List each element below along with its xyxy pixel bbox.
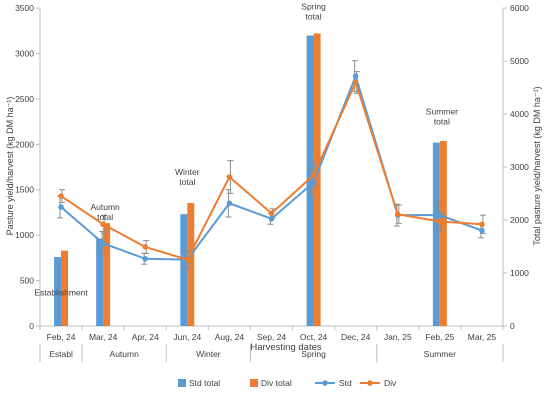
bar-div-total bbox=[103, 223, 111, 326]
y-right-tick-label: 3000 bbox=[510, 162, 529, 172]
bar-div-total bbox=[61, 250, 69, 326]
point-div bbox=[268, 210, 275, 217]
x-tick-label: Oct, 24 bbox=[300, 332, 328, 342]
legend-swatch-std-total bbox=[178, 379, 186, 387]
x-tick-label: Jun, 24 bbox=[173, 332, 201, 342]
y-axis-right-title: Total pasture yield/harvest (kg DM ha⁻¹) bbox=[532, 86, 542, 245]
bar-std-total bbox=[306, 35, 314, 327]
bar-div-total bbox=[313, 33, 321, 326]
season-label: Spring bbox=[301, 349, 326, 359]
x-tick-label: Jan, 25 bbox=[384, 332, 412, 342]
x-tick-label: Feb, 25 bbox=[425, 332, 454, 342]
x-tick-label: Apr, 24 bbox=[132, 332, 159, 342]
annotation-label: Winter bbox=[175, 167, 200, 177]
axes-group: 0 500 1000 1500 2000 2500 3000 3500 0 1000 2000 300… bbox=[15, 3, 529, 362]
legend-label: Std total bbox=[189, 378, 220, 388]
bar-std-total bbox=[432, 142, 440, 326]
y-right-tick-label: 4000 bbox=[510, 109, 529, 119]
point-std bbox=[437, 212, 443, 218]
y-left-tick-label: 2000 bbox=[15, 139, 34, 149]
bar-div-total bbox=[187, 203, 195, 326]
annotation-label: Summer bbox=[426, 107, 458, 117]
point-div bbox=[184, 256, 191, 263]
annotation-label: Establishment bbox=[34, 287, 88, 297]
point-div bbox=[437, 218, 443, 225]
y-left-tick-label: 1000 bbox=[15, 230, 34, 240]
annotation-label: Autumn bbox=[90, 202, 120, 212]
point-div bbox=[226, 174, 233, 180]
legend-swatch-div-total bbox=[250, 379, 258, 387]
y-left-tick-label: 500 bbox=[20, 276, 34, 286]
point-div bbox=[58, 193, 64, 199]
legend-marker-std bbox=[322, 380, 328, 386]
annotation-label: total bbox=[97, 212, 113, 222]
y-left-tick-label: 1500 bbox=[15, 185, 34, 195]
x-tick-label: Dec, 24 bbox=[341, 332, 371, 342]
bar-std-total bbox=[54, 257, 62, 326]
annotation-label: total bbox=[179, 177, 195, 187]
x-tick-label: Mar, 25 bbox=[468, 332, 497, 342]
x-axis-title: Harvesting dates bbox=[250, 342, 322, 353]
x-tick-label: Sep, 24 bbox=[257, 332, 287, 342]
point-std bbox=[310, 179, 317, 186]
legend: Std total Div total Std Div bbox=[178, 378, 397, 388]
point-div bbox=[352, 79, 359, 86]
annotations-group: EstablishmentAutumntotalWintertotalSprin… bbox=[34, 2, 458, 298]
y-left-tick-label: 2500 bbox=[15, 94, 34, 104]
season-label: Winter bbox=[196, 349, 221, 359]
season-label: Summer bbox=[424, 349, 456, 359]
point-std bbox=[268, 215, 275, 222]
point-std bbox=[100, 240, 106, 247]
bars-group bbox=[54, 33, 447, 327]
point-std bbox=[352, 73, 359, 79]
y-right-tick-label: 5000 bbox=[510, 56, 529, 66]
series-line-std bbox=[60, 73, 483, 261]
point-div bbox=[394, 211, 401, 218]
annotation-label: total bbox=[434, 117, 450, 127]
point-std bbox=[226, 200, 233, 207]
x-tick-label: Aug, 24 bbox=[215, 332, 245, 342]
y-right-tick-label: 2000 bbox=[510, 215, 529, 225]
lines-group bbox=[57, 60, 486, 270]
point-std bbox=[479, 227, 485, 234]
point-div bbox=[479, 221, 485, 228]
bar-std-total bbox=[180, 214, 188, 326]
x-tick-label: Feb, 24 bbox=[47, 332, 76, 342]
y-axis-left-title: Pasture yield/harvest (kg DM ha⁻¹) bbox=[5, 97, 15, 236]
y-right-tick-label: 0 bbox=[510, 321, 515, 331]
legend-label: Div total bbox=[261, 378, 292, 388]
point-div bbox=[310, 172, 317, 178]
annotation-label: Spring bbox=[301, 2, 326, 12]
y-left-tick-label: 0 bbox=[29, 321, 34, 331]
point-div bbox=[142, 244, 149, 250]
series-line-div bbox=[60, 79, 483, 261]
point-std bbox=[142, 255, 149, 262]
y-left-tick-label: 3500 bbox=[15, 3, 34, 13]
legend-label: Div bbox=[384, 378, 397, 388]
x-tick-label: Mar, 24 bbox=[89, 332, 118, 342]
point-std bbox=[58, 204, 64, 210]
y-right-tick-label: 6000 bbox=[510, 3, 529, 13]
annotation-label: total bbox=[306, 12, 322, 22]
y-left-tick-label: 3000 bbox=[15, 48, 34, 58]
legend-label: Std bbox=[339, 378, 352, 388]
legend-marker-div bbox=[367, 380, 373, 386]
point-div bbox=[100, 221, 106, 228]
bar-std-total bbox=[96, 238, 104, 326]
bar-div-total bbox=[439, 141, 447, 326]
y-right-tick-label: 1000 bbox=[510, 268, 529, 278]
season-label: Establ bbox=[49, 349, 73, 359]
season-label: Autumn bbox=[110, 349, 140, 359]
